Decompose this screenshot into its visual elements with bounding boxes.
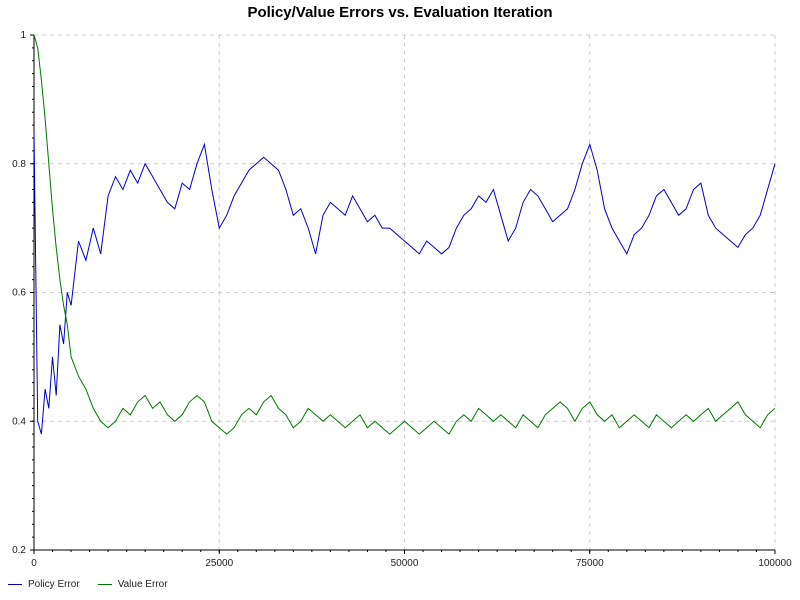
legend-label-policy-error: Policy Error [28,578,80,590]
y-tick-label: 1 [20,30,26,41]
tick-labels: 0 25000 50000 75000 100000 0.2 0.4 0.6 0.8 1 [12,30,792,569]
chart-title: Policy/Value Errors vs. Evaluation Itera… [247,4,553,21]
x-tick-label: 75000 [576,558,604,569]
x-tick-label: 25000 [205,558,233,569]
legend-label-value-error: Value Error [117,578,168,590]
y-tick-label: 0.2 [12,545,26,556]
x-tick-label: 100000 [758,558,792,569]
series-layer [33,34,776,435]
x-tick-label: 50000 [391,558,419,569]
legend-item-value-error: Value Error [97,578,168,590]
series-line-policy-error [33,131,776,435]
y-tick-label: 0.6 [12,288,26,299]
y-tick-label: 0.4 [12,416,26,427]
legend-swatch-policy-error [8,583,22,585]
tick-marks [30,34,776,554]
series-line-value-error [33,34,776,435]
x-tick-label: 0 [31,558,37,569]
legend: Policy Error Value Error [8,576,168,592]
y-tick-label: 0.8 [12,159,26,170]
legend-swatch-value-error [97,583,112,585]
legend-item-policy-error: Policy Error [8,579,80,590]
